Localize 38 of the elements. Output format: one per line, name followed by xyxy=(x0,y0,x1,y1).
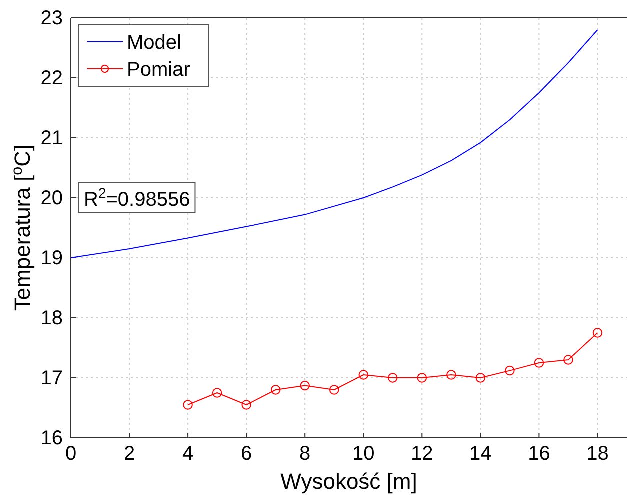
y-tick-label: 19 xyxy=(40,247,63,270)
x-tick-label: 18 xyxy=(586,443,609,466)
point xyxy=(564,355,574,365)
legend-label: Pomiar xyxy=(127,59,191,81)
point xyxy=(212,388,222,398)
x-tick-label: 12 xyxy=(411,443,434,466)
y-tick-label: 18 xyxy=(40,307,63,330)
point xyxy=(417,373,428,383)
point xyxy=(446,370,456,380)
y-tick-label: 22 xyxy=(40,67,63,90)
point xyxy=(183,400,193,410)
legend-label: Model xyxy=(127,32,182,54)
point xyxy=(330,385,340,395)
point xyxy=(358,370,368,380)
point xyxy=(270,385,281,395)
point xyxy=(592,328,603,338)
point xyxy=(505,366,515,376)
point xyxy=(388,373,398,383)
y-tick-label: 23 xyxy=(40,7,63,30)
point xyxy=(476,373,486,383)
x-tick-label: 16 xyxy=(528,443,550,466)
y-tick-label: 17 xyxy=(40,367,63,390)
x-tick-label: 14 xyxy=(470,443,492,466)
x-tick-label: 4 xyxy=(182,443,194,466)
x-tick-label: 2 xyxy=(124,443,136,466)
point xyxy=(300,380,310,391)
x-axis-title: Wysokość [m] xyxy=(280,469,418,494)
y-tick-label: 21 xyxy=(40,127,63,150)
line-series xyxy=(70,30,598,258)
x-tick-label: 6 xyxy=(241,443,252,466)
x-tick-label: 8 xyxy=(300,443,311,466)
point xyxy=(534,358,544,368)
x-tick-label: 0 xyxy=(65,443,77,466)
point xyxy=(242,400,252,410)
annotation: R$^{2}$=0.98556 xyxy=(84,185,190,211)
y-tick-label: 20 xyxy=(40,187,63,210)
y-tick-label: 16 xyxy=(40,427,63,450)
x-tick-label: 10 xyxy=(352,443,375,466)
